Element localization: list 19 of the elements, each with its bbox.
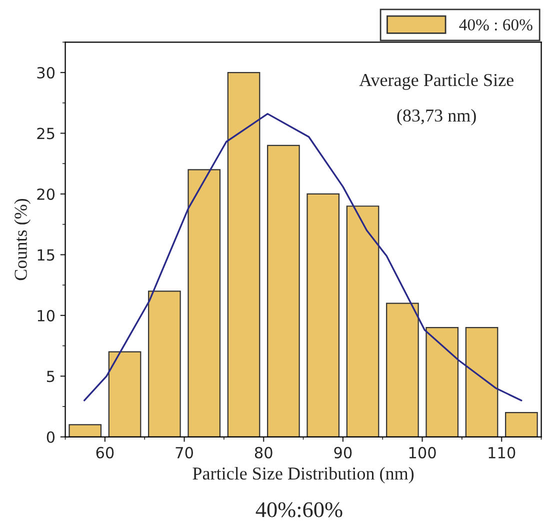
annotation: Average Particle Size (359, 73, 514, 90)
y-tick-label: 20 (37, 188, 55, 200)
x-tick-label: 90 (334, 446, 352, 458)
x-tick-label: 110 (488, 446, 516, 458)
x-axis-title: Particle Size Distribution (nm) (192, 466, 414, 484)
annotation: (83,73 nm) (397, 108, 476, 126)
y-tick-label: 30 (37, 66, 55, 79)
x-tick-label: 80 (254, 446, 272, 458)
x-tick-label: 60 (96, 446, 114, 458)
text: 40%:60% (256, 502, 342, 518)
legend-label: 40% : 60% (459, 19, 532, 31)
y-axis-title: Counts (%) (14, 198, 31, 280)
y-tick-label: 0 (46, 431, 55, 443)
x-tick-label: 100 (409, 446, 436, 458)
y-tick-label: 10 (38, 310, 55, 322)
y-tick-label: 15 (38, 249, 54, 261)
y-tick-label: 25 (37, 128, 54, 140)
x-tick-label: 70 (176, 446, 193, 458)
y-tick-label: 5 (47, 370, 54, 382)
